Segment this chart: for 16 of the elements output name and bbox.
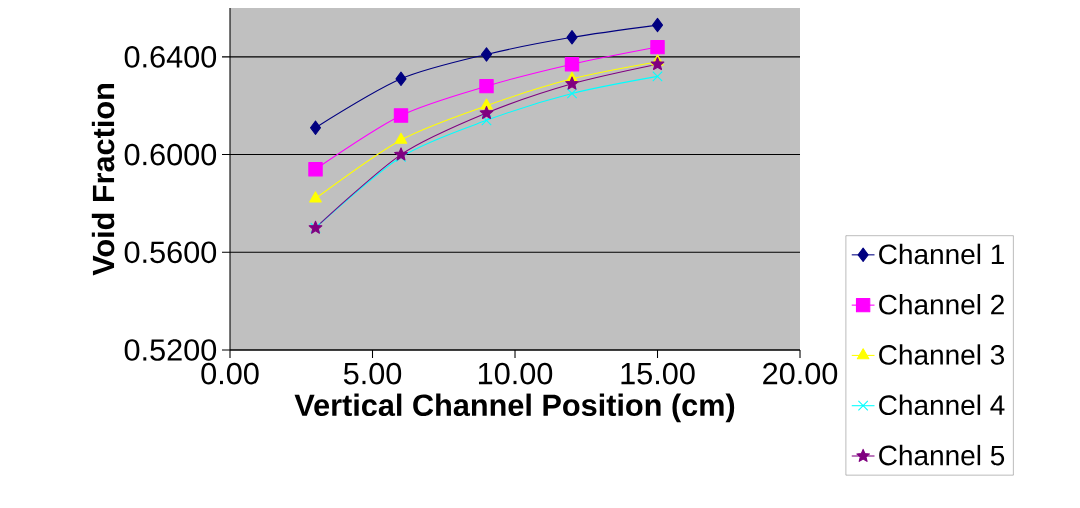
x-tick-label: 10.00 bbox=[478, 362, 553, 385]
y-tick-label: 0.5600 bbox=[124, 241, 217, 264]
x-tick-label: 20.00 bbox=[763, 362, 838, 385]
y-axis-title: Void Fraction bbox=[91, 84, 115, 276]
x-tick-label: 5.00 bbox=[343, 362, 402, 385]
y-tick-label: 0.5200 bbox=[124, 339, 217, 361]
x-axis-title: Vertical Channel Position (cm) bbox=[294, 393, 735, 423]
x-tick-label: 0.00 bbox=[201, 362, 259, 385]
legend-label: Channel 5 bbox=[879, 444, 1005, 466]
y-tick-label: 0.6400 bbox=[124, 46, 217, 68]
y-tick-label: 0.6000 bbox=[124, 143, 217, 166]
legend-label: Channel 1 bbox=[879, 243, 1004, 265]
legend-label: Channel 4 bbox=[879, 394, 1005, 416]
legend-label: Channel 3 bbox=[879, 344, 1005, 365]
legend-label: Channel 2 bbox=[879, 293, 1004, 315]
x-tick-label: 15.00 bbox=[621, 362, 695, 385]
